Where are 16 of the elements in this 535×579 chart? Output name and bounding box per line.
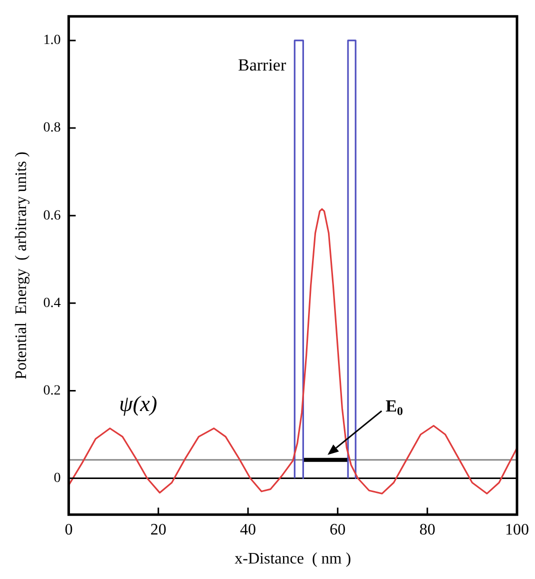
x-axis-title: x-Distance ( nm ) — [234, 550, 352, 568]
y-axis-title: Potential Energy ( arbitrary units ) — [12, 152, 30, 380]
y-tick-label: 0.2 — [43, 383, 61, 398]
x-tick-label: 20 — [150, 521, 166, 538]
annotation: Barrier — [238, 56, 286, 75]
y-tick-label: 1.0 — [43, 33, 61, 48]
x-tick-label: 80 — [419, 521, 436, 538]
x-tick-label: 100 — [505, 521, 529, 538]
y-tick-label: 0.8 — [43, 120, 61, 136]
annotation: ψ(x) — [119, 390, 158, 416]
x-tick-label: 0 — [64, 521, 73, 538]
y-tick-label: 0 — [54, 470, 61, 486]
x-tick-label: 40 — [240, 521, 256, 538]
y-tick-label: 0.6 — [43, 208, 61, 224]
y-tick-label: 0.4 — [43, 296, 61, 311]
x-tick-label: 60 — [330, 521, 346, 538]
